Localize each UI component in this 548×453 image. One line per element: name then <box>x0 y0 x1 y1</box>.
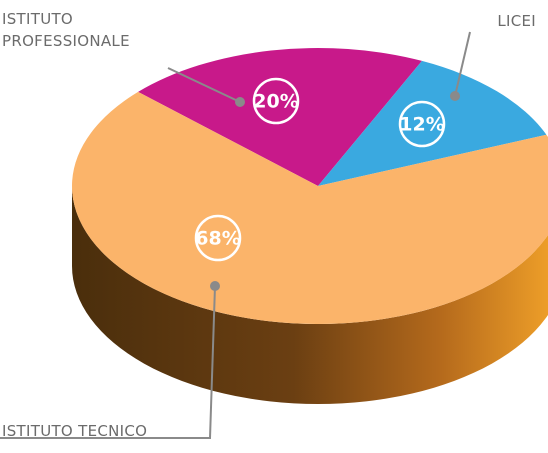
value-label-ring <box>398 100 446 148</box>
value-label-ring <box>252 77 300 125</box>
leader-dot <box>210 281 220 291</box>
leader-dot <box>450 91 460 101</box>
value-label: 68% <box>195 228 240 250</box>
pie-slice <box>138 48 422 186</box>
pie-slice-side <box>72 186 548 404</box>
leader-line <box>167 67 241 103</box>
pie-slice <box>72 91 548 324</box>
category-label: ISTITUTO TECNICO <box>2 422 148 440</box>
pie-slice <box>318 60 547 186</box>
category-label: LICEI <box>497 12 536 30</box>
value-label: 12% <box>399 114 444 136</box>
category-label: ISTITUTO PROFESSIONALE <box>2 10 130 50</box>
leader-line <box>454 31 471 97</box>
leader-line <box>0 285 216 439</box>
value-label: 20% <box>253 91 298 113</box>
leader-dot <box>235 97 245 107</box>
value-label-ring <box>194 214 242 262</box>
